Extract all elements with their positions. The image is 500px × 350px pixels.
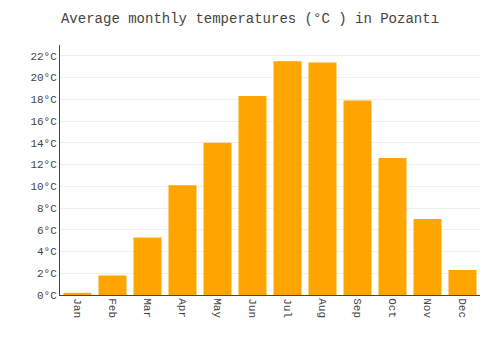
svg-text:Nov: Nov: [421, 298, 433, 318]
svg-text:20°C: 20°C: [30, 72, 57, 84]
svg-text:16°C: 16°C: [30, 116, 57, 128]
svg-text:2°C: 2°C: [37, 268, 57, 280]
svg-text:Aug: Aug: [316, 298, 328, 318]
svg-text:10°C: 10°C: [30, 181, 57, 193]
svg-text:4°C: 4°C: [37, 246, 57, 258]
svg-text:Feb: Feb: [106, 298, 118, 318]
svg-text:Dec: Dec: [456, 298, 468, 318]
svg-text:May: May: [211, 298, 223, 318]
svg-text:14°C: 14°C: [30, 138, 57, 150]
svg-text:18°C: 18°C: [30, 94, 57, 106]
svg-text:Sep: Sep: [351, 298, 363, 318]
svg-text:Jan: Jan: [71, 298, 83, 318]
svg-text:8°C: 8°C: [37, 203, 57, 215]
svg-text:0°C: 0°C: [37, 290, 57, 302]
svg-text:22°C: 22°C: [30, 51, 57, 63]
svg-text:Mar: Mar: [141, 298, 153, 318]
svg-text:Jul: Jul: [281, 298, 293, 318]
svg-text:Oct: Oct: [386, 298, 398, 318]
svg-text:Apr: Apr: [176, 298, 188, 318]
svg-text:Jun: Jun: [246, 298, 258, 318]
svg-text:Average monthly temperatures (: Average monthly temperatures (°C ) in Po…: [61, 11, 439, 27]
svg-text:6°C: 6°C: [37, 225, 57, 237]
svg-text:12°C: 12°C: [30, 159, 57, 171]
